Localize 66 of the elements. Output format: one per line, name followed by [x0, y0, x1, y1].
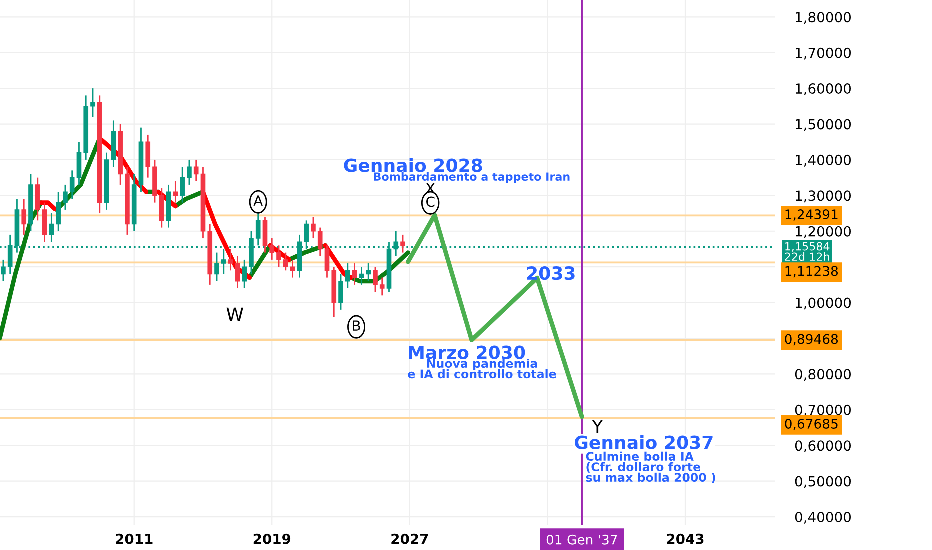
annotation: Bombardamento a tappeto Iran — [374, 172, 570, 184]
annotation: C — [426, 196, 435, 208]
x-tick-label: 2027 — [392, 534, 428, 544]
ref-line-label: 1,15584 22d 12h — [785, 242, 830, 262]
candlestick — [1, 259, 6, 282]
candlestick — [49, 212, 54, 243]
y-tick-label: 1,20000 — [796, 226, 852, 238]
ref-line-label: 1,24391 — [786, 210, 838, 221]
candlestick — [290, 259, 296, 278]
candlestick — [56, 191, 61, 232]
candlestick — [366, 262, 371, 282]
annotation: Gennaio 2028 — [344, 158, 482, 172]
annotation: Marzo 2030 — [409, 346, 526, 360]
annotation: Y — [592, 420, 604, 434]
candlestick — [22, 198, 27, 236]
candlestick — [380, 277, 385, 296]
annotation: Gennaio 2037 — [575, 435, 713, 450]
y-tick-label: 0,60000 — [795, 440, 852, 453]
candlestick — [235, 256, 240, 290]
candlestick — [90, 88, 96, 118]
candlestick — [338, 274, 344, 311]
candlestick — [359, 266, 364, 286]
annotation: Culmine bolla IA (Cfr. dollaro forte su max bolla 2000 ) — [586, 452, 716, 484]
ref-line-label: 0,67685 — [785, 418, 838, 430]
candlestick — [373, 266, 378, 293]
x-tick-label: 2011 — [116, 534, 153, 544]
candlestick — [70, 170, 75, 200]
ref-line-label: 01 Gen '37 — [546, 534, 618, 545]
candlestick — [318, 227, 323, 258]
candlestick — [173, 180, 178, 204]
annotation: B — [353, 320, 360, 331]
candlestick — [214, 252, 220, 282]
y-tick-label: 1,80000 — [796, 12, 852, 24]
y-tick-label: 1,50000 — [796, 119, 852, 132]
candlestick — [311, 216, 316, 240]
ref-line-label: 1,11238 — [786, 266, 838, 278]
annotation: 2033 — [527, 266, 575, 280]
candlestick — [194, 159, 199, 182]
annotation: W — [226, 308, 244, 321]
y-tick-label: 0,70000 — [795, 404, 852, 417]
y-tick-label: 1,70000 — [796, 48, 852, 60]
candlestick — [352, 262, 358, 286]
candlestick — [63, 184, 68, 211]
y-tick-label: 0,40000 — [795, 512, 852, 524]
candlestick — [345, 262, 350, 290]
annotation: Nuova pandemia e IA di controllo totale — [408, 358, 556, 379]
candlestick — [187, 159, 192, 186]
annotation: A — [254, 196, 263, 206]
candlestick — [221, 248, 226, 275]
y-tick-label: 1,60000 — [796, 84, 852, 96]
candlestick — [180, 166, 185, 204]
candlestick — [276, 244, 282, 268]
candlestick — [228, 248, 234, 272]
y-tick-label: 0,50000 — [795, 476, 852, 488]
x-tick-label: 2019 — [254, 534, 291, 544]
candlestick — [400, 234, 406, 254]
y-tick-label: 1,40000 — [796, 154, 852, 167]
ref-line-label: 0,89468 — [785, 334, 838, 346]
candlestick — [242, 259, 247, 290]
candlestick — [283, 252, 288, 272]
y-tick-label: 1,30000 — [796, 190, 852, 203]
y-tick-label: 0,80000 — [795, 369, 852, 382]
y-tick-label: 1,00000 — [796, 298, 852, 310]
candlestick — [324, 244, 330, 278]
candlestick — [270, 238, 275, 261]
x-tick-label: 2043 — [667, 534, 704, 544]
